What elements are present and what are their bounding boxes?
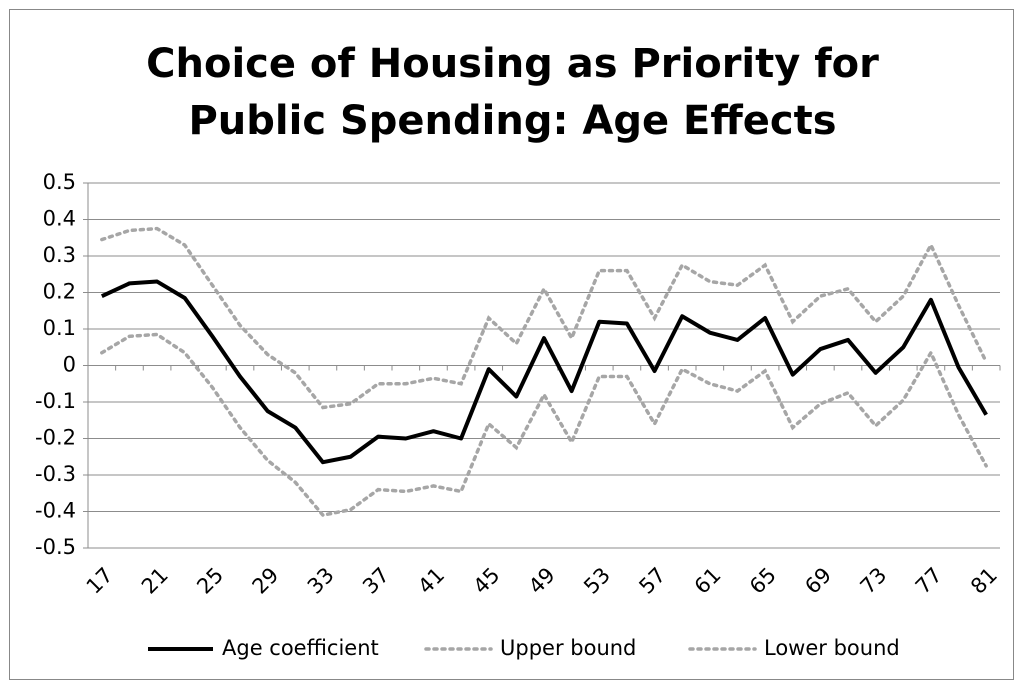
y-tick-label: -0.1: [35, 389, 76, 413]
x-tick-label: 21: [137, 563, 173, 599]
x-tick-label: 53: [579, 563, 615, 599]
legend-label: Age coefficient: [222, 636, 379, 660]
series-line: [100, 226, 988, 410]
series-line: [100, 279, 988, 465]
y-tick-label: 0.5: [43, 170, 76, 194]
x-tick-label: 41: [413, 563, 449, 599]
chart-frame: [9, 9, 1014, 680]
x-tick-label: 25: [192, 563, 228, 599]
x-tick-label: 73: [856, 563, 892, 599]
series-line: [100, 332, 988, 518]
x-tick-label: 65: [745, 563, 781, 599]
y-tick-label: 0.3: [43, 243, 76, 267]
y-tick-label: 0.4: [43, 207, 76, 231]
x-tick-label: 81: [966, 563, 1002, 599]
y-tick-label: -0.4: [35, 499, 76, 523]
x-tick-label: 61: [690, 563, 726, 599]
y-tick-label: 0: [63, 353, 76, 377]
y-tick-label: -0.2: [35, 426, 76, 450]
y-tick-label: -0.5: [35, 535, 76, 559]
x-tick-label: 29: [248, 563, 284, 599]
y-tick-label: 0.1: [43, 316, 76, 340]
y-tick-label: 0.2: [43, 280, 76, 304]
x-tick-label: 49: [524, 563, 560, 599]
x-tick-label: 37: [358, 563, 394, 599]
legend-label: Upper bound: [500, 636, 636, 660]
y-tick-label: -0.3: [35, 462, 76, 486]
x-tick-label: 33: [303, 563, 339, 599]
x-tick-label: 77: [911, 563, 947, 599]
x-tick-label: 17: [82, 563, 118, 599]
x-tick-label: 69: [800, 563, 836, 599]
chart-title: Choice of Housing as Priority for Public…: [146, 41, 879, 144]
legend-label: Lower bound: [764, 636, 900, 660]
x-tick-label: 57: [634, 563, 670, 599]
x-tick-label: 45: [469, 563, 505, 599]
